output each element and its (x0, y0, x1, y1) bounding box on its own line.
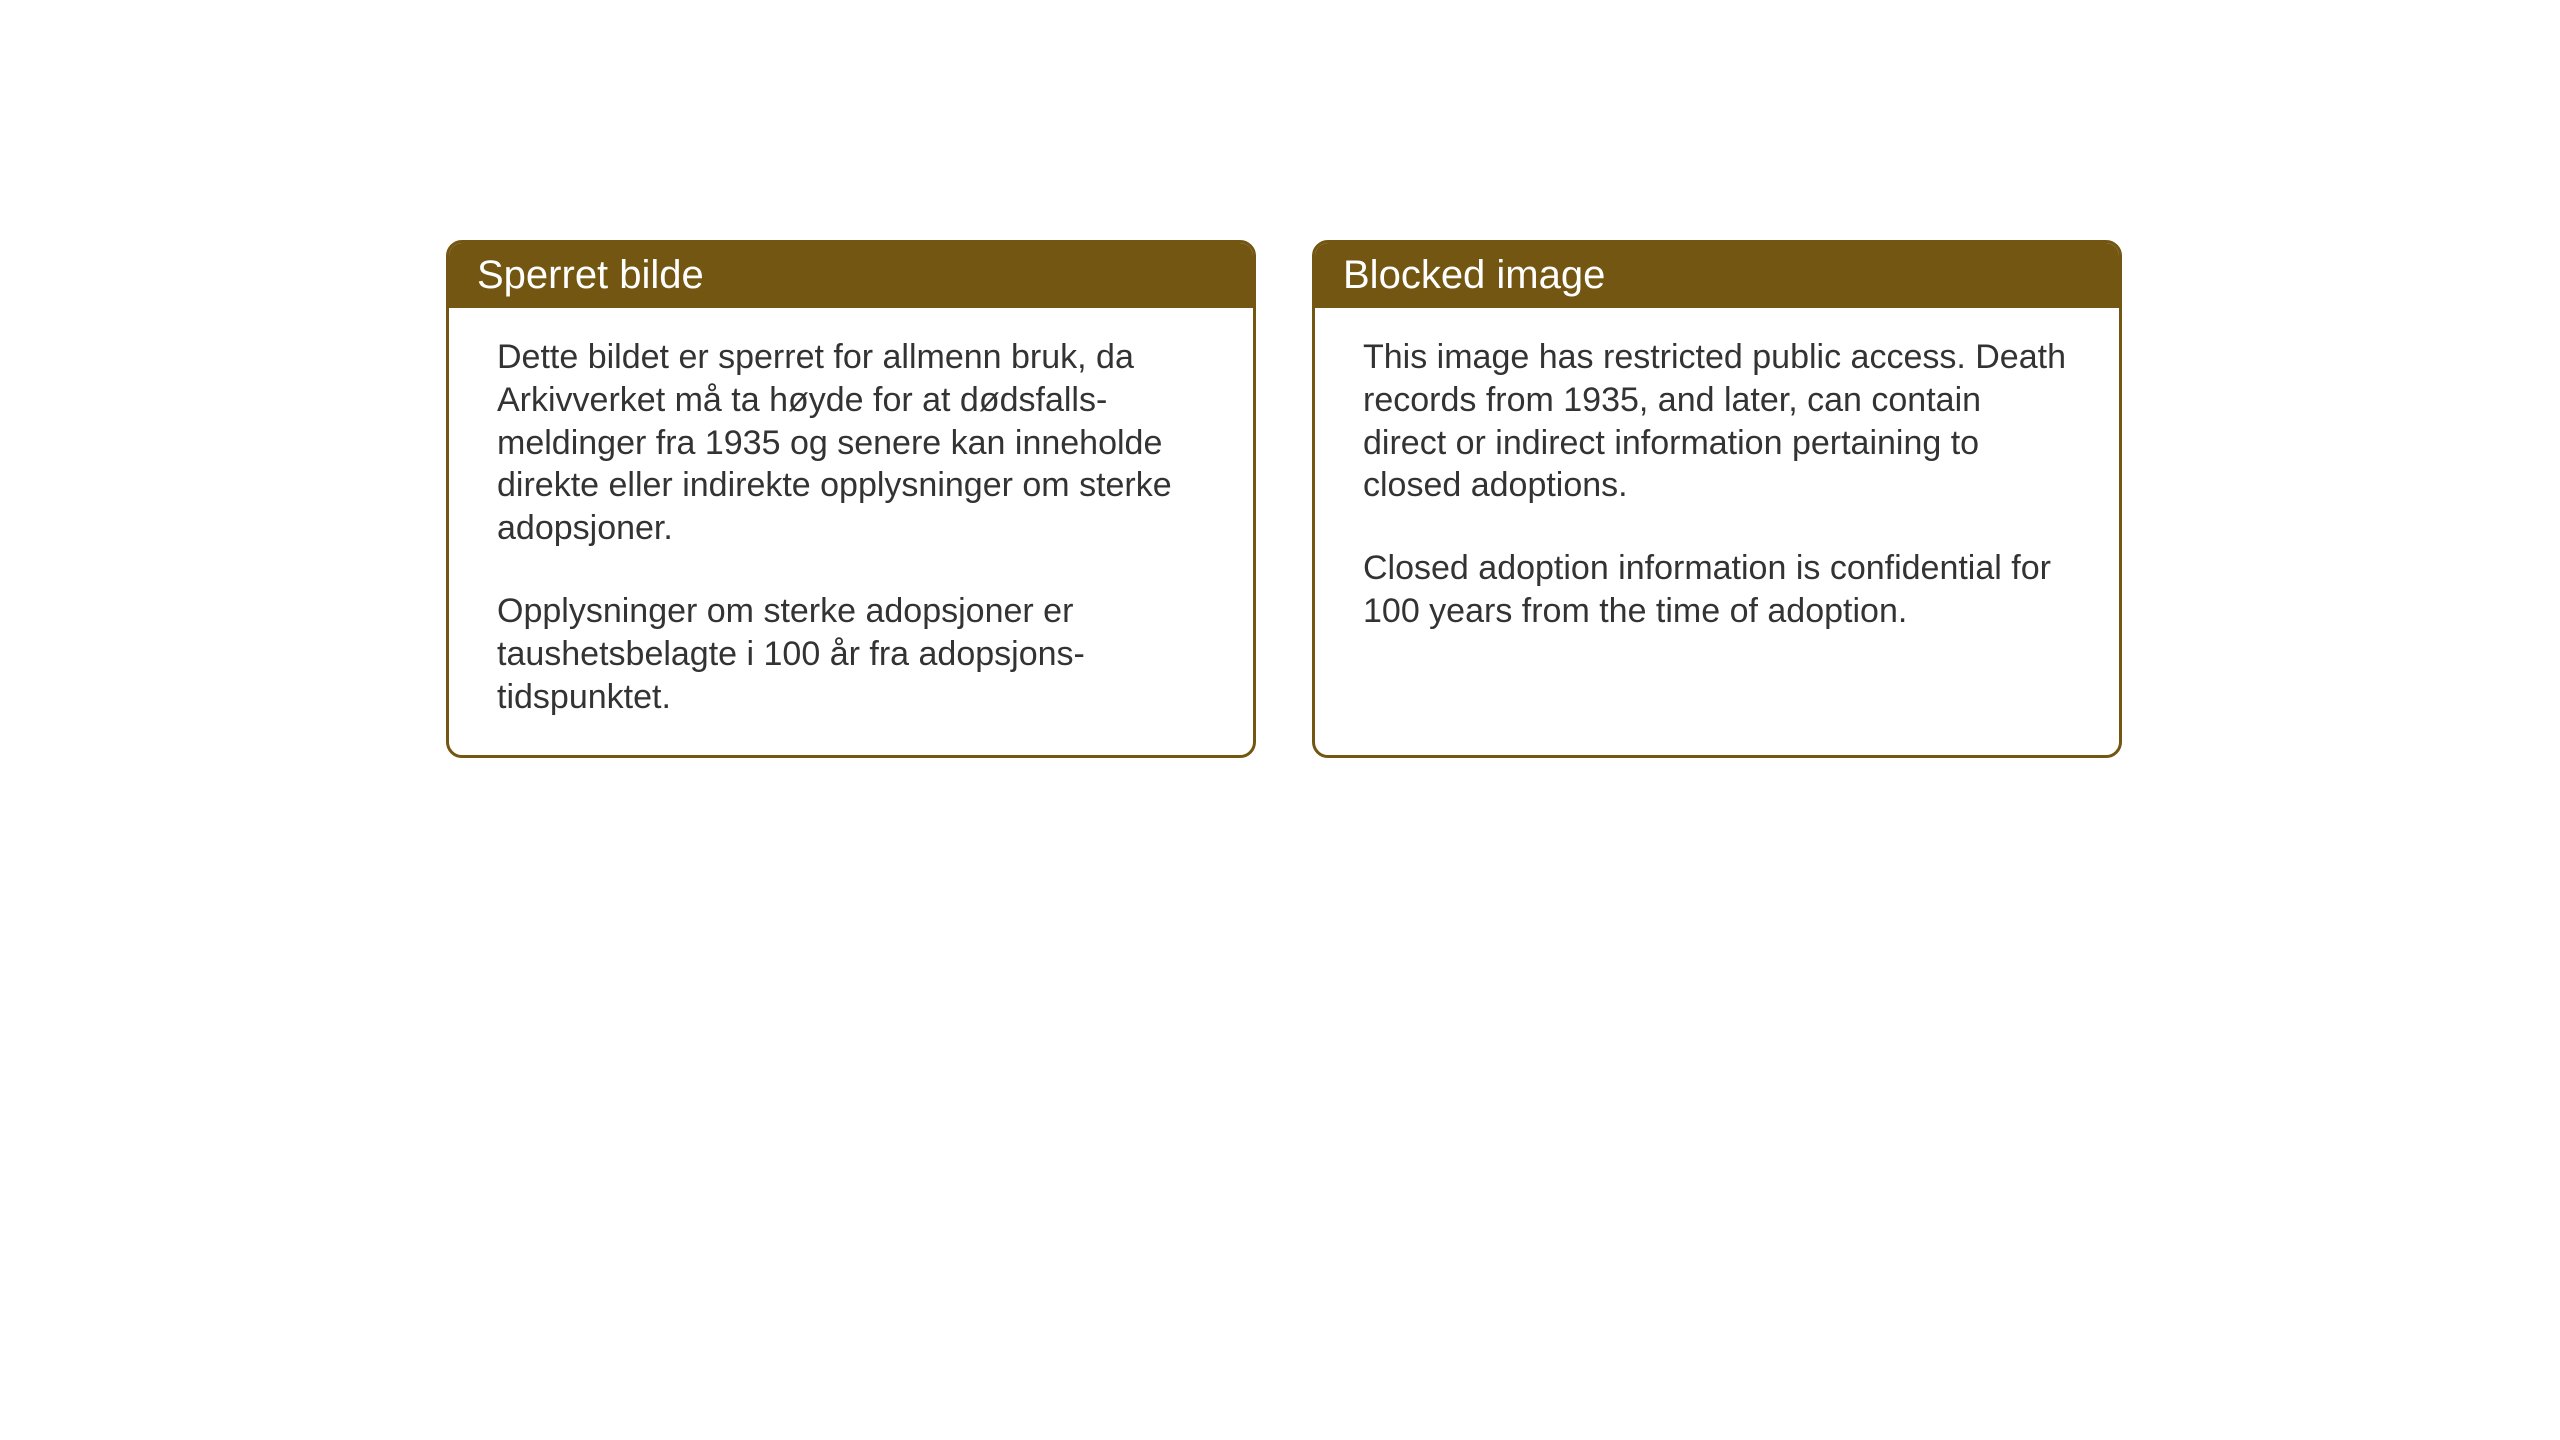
card-title-norwegian: Sperret bilde (477, 253, 704, 297)
notice-card-english: Blocked image This image has restricted … (1312, 240, 2122, 758)
card-paragraph-1-norwegian: Dette bildet er sperret for allmenn bruk… (497, 336, 1205, 550)
card-paragraph-2-norwegian: Opplysninger om sterke adopsjoner er tau… (497, 590, 1205, 718)
card-paragraph-1-english: This image has restricted public access.… (1363, 336, 2071, 507)
notice-card-norwegian: Sperret bilde Dette bildet er sperret fo… (446, 240, 1256, 758)
notice-cards-container: Sperret bilde Dette bildet er sperret fo… (446, 240, 2122, 758)
card-header-norwegian: Sperret bilde (449, 243, 1253, 308)
card-body-norwegian: Dette bildet er sperret for allmenn bruk… (449, 308, 1253, 755)
card-paragraph-2-english: Closed adoption information is confident… (1363, 547, 2071, 633)
card-header-english: Blocked image (1315, 243, 2119, 308)
card-title-english: Blocked image (1343, 253, 1605, 297)
card-body-english: This image has restricted public access.… (1315, 308, 2119, 728)
